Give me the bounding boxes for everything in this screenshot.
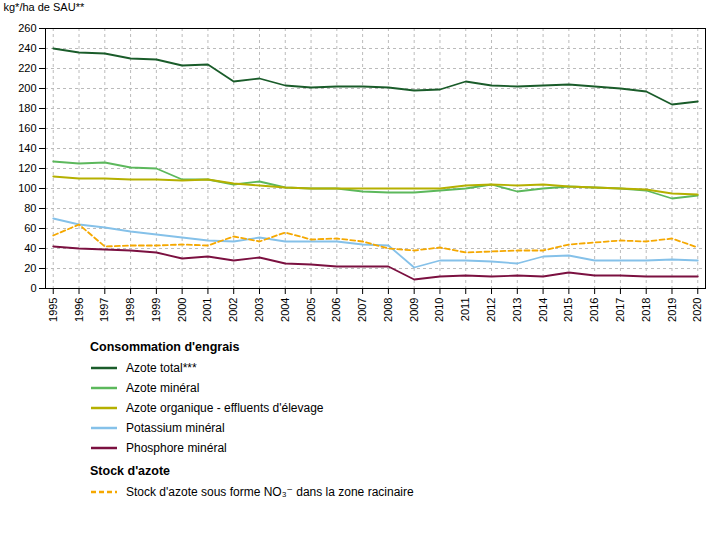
svg-text:1999: 1999 [150, 298, 162, 322]
html-text:Phosphore minéral: Phosphore minéral [126, 441, 227, 455]
svg-text:1995: 1995 [47, 298, 59, 322]
svg-text:200: 200 [18, 82, 36, 94]
svg-text:2006: 2006 [330, 298, 342, 322]
svg-text:1997: 1997 [98, 298, 110, 322]
svg-text:2015: 2015 [562, 298, 574, 322]
svg-text:2007: 2007 [356, 298, 368, 322]
svg-text:140: 140 [18, 142, 36, 154]
svg-text:2013: 2013 [511, 298, 523, 322]
svg-text:2014: 2014 [537, 298, 549, 322]
svg-text:80: 80 [24, 202, 36, 214]
svg-text:240: 240 [18, 42, 36, 54]
svg-text:2020: 2020 [691, 298, 703, 322]
svg-text:2010: 2010 [433, 298, 445, 322]
svg-text:2011: 2011 [459, 298, 471, 322]
svg-text:180: 180 [18, 102, 36, 114]
svg-text:2008: 2008 [382, 298, 394, 322]
svg-text:100: 100 [18, 182, 36, 194]
svg-text:2002: 2002 [227, 298, 239, 322]
svg-text:160: 160 [18, 122, 36, 134]
svg-text:kg*/ha de SAU**: kg*/ha de SAU** [4, 1, 85, 13]
html-text:Stock d'azote: Stock d'azote [90, 464, 171, 478]
html-text:Potassium minéral: Potassium minéral [126, 421, 225, 435]
html-text:Stock d'azote sous forme NO₃⁻: Stock d'azote sous forme NO₃⁻ dans la zo… [126, 485, 414, 499]
html-text:Azote total***: Azote total*** [126, 361, 197, 375]
html-text:Azote organique - effluents d': Azote organique - effluents d'élevage [126, 401, 324, 415]
svg-text:260: 260 [18, 22, 36, 34]
svg-text:2001: 2001 [201, 298, 213, 322]
svg-text:2016: 2016 [588, 298, 600, 322]
svg-text:20: 20 [24, 262, 36, 274]
svg-text:2009: 2009 [408, 298, 420, 322]
svg-text:120: 120 [18, 162, 36, 174]
svg-text:40: 40 [24, 242, 36, 254]
svg-text:2005: 2005 [305, 298, 317, 322]
svg-text:2003: 2003 [253, 298, 265, 322]
svg-text:2012: 2012 [485, 298, 497, 322]
svg-text:2019: 2019 [666, 298, 678, 322]
html-text:Azote minéral: Azote minéral [126, 381, 200, 395]
svg-text:0: 0 [30, 282, 36, 294]
svg-text:220: 220 [18, 62, 36, 74]
svg-text:2017: 2017 [614, 298, 626, 322]
svg-text:1996: 1996 [73, 298, 85, 322]
svg-text:1998: 1998 [124, 298, 136, 322]
svg-text:2018: 2018 [640, 298, 652, 322]
svg-text:2004: 2004 [279, 298, 291, 322]
svg-text:2000: 2000 [176, 298, 188, 322]
svg-text:60: 60 [24, 222, 36, 234]
html-text:Consommation d'engrais: Consommation d'engrais [90, 340, 240, 354]
